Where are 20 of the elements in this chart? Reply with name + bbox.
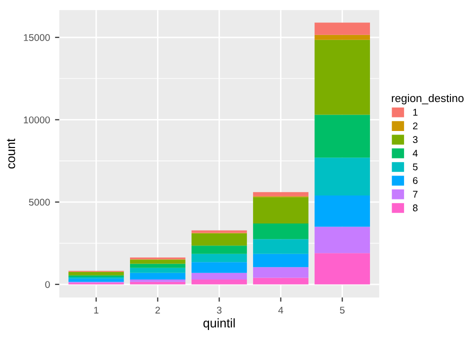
legend-label: 3 xyxy=(412,136,418,144)
legend-label: 8 xyxy=(412,204,418,212)
legend-label: 2 xyxy=(413,122,418,130)
x-tick-label: 2 xyxy=(155,306,160,314)
x-axis-title: quintil xyxy=(203,318,235,330)
x-tick-label: 4 xyxy=(278,306,284,314)
y-axis-title: count xyxy=(6,138,16,169)
x-tick-label: 5 xyxy=(340,306,345,314)
y-tick-label: 10000 xyxy=(24,116,50,124)
legend-label: 1 xyxy=(413,108,418,116)
y-tick-label: 5000 xyxy=(28,198,50,206)
legend-label: 7 xyxy=(413,190,418,198)
x-tick-label: 3 xyxy=(216,306,222,314)
y-tick-label: 0 xyxy=(45,281,50,288)
legend-label: 5 xyxy=(412,164,418,170)
legend-label: 6 xyxy=(413,177,418,184)
x-tick-label: 1 xyxy=(94,306,98,314)
legend-title: region_destino xyxy=(392,94,464,104)
y-tick-label: 15000 xyxy=(24,34,50,42)
legend-label: 4 xyxy=(412,150,418,157)
